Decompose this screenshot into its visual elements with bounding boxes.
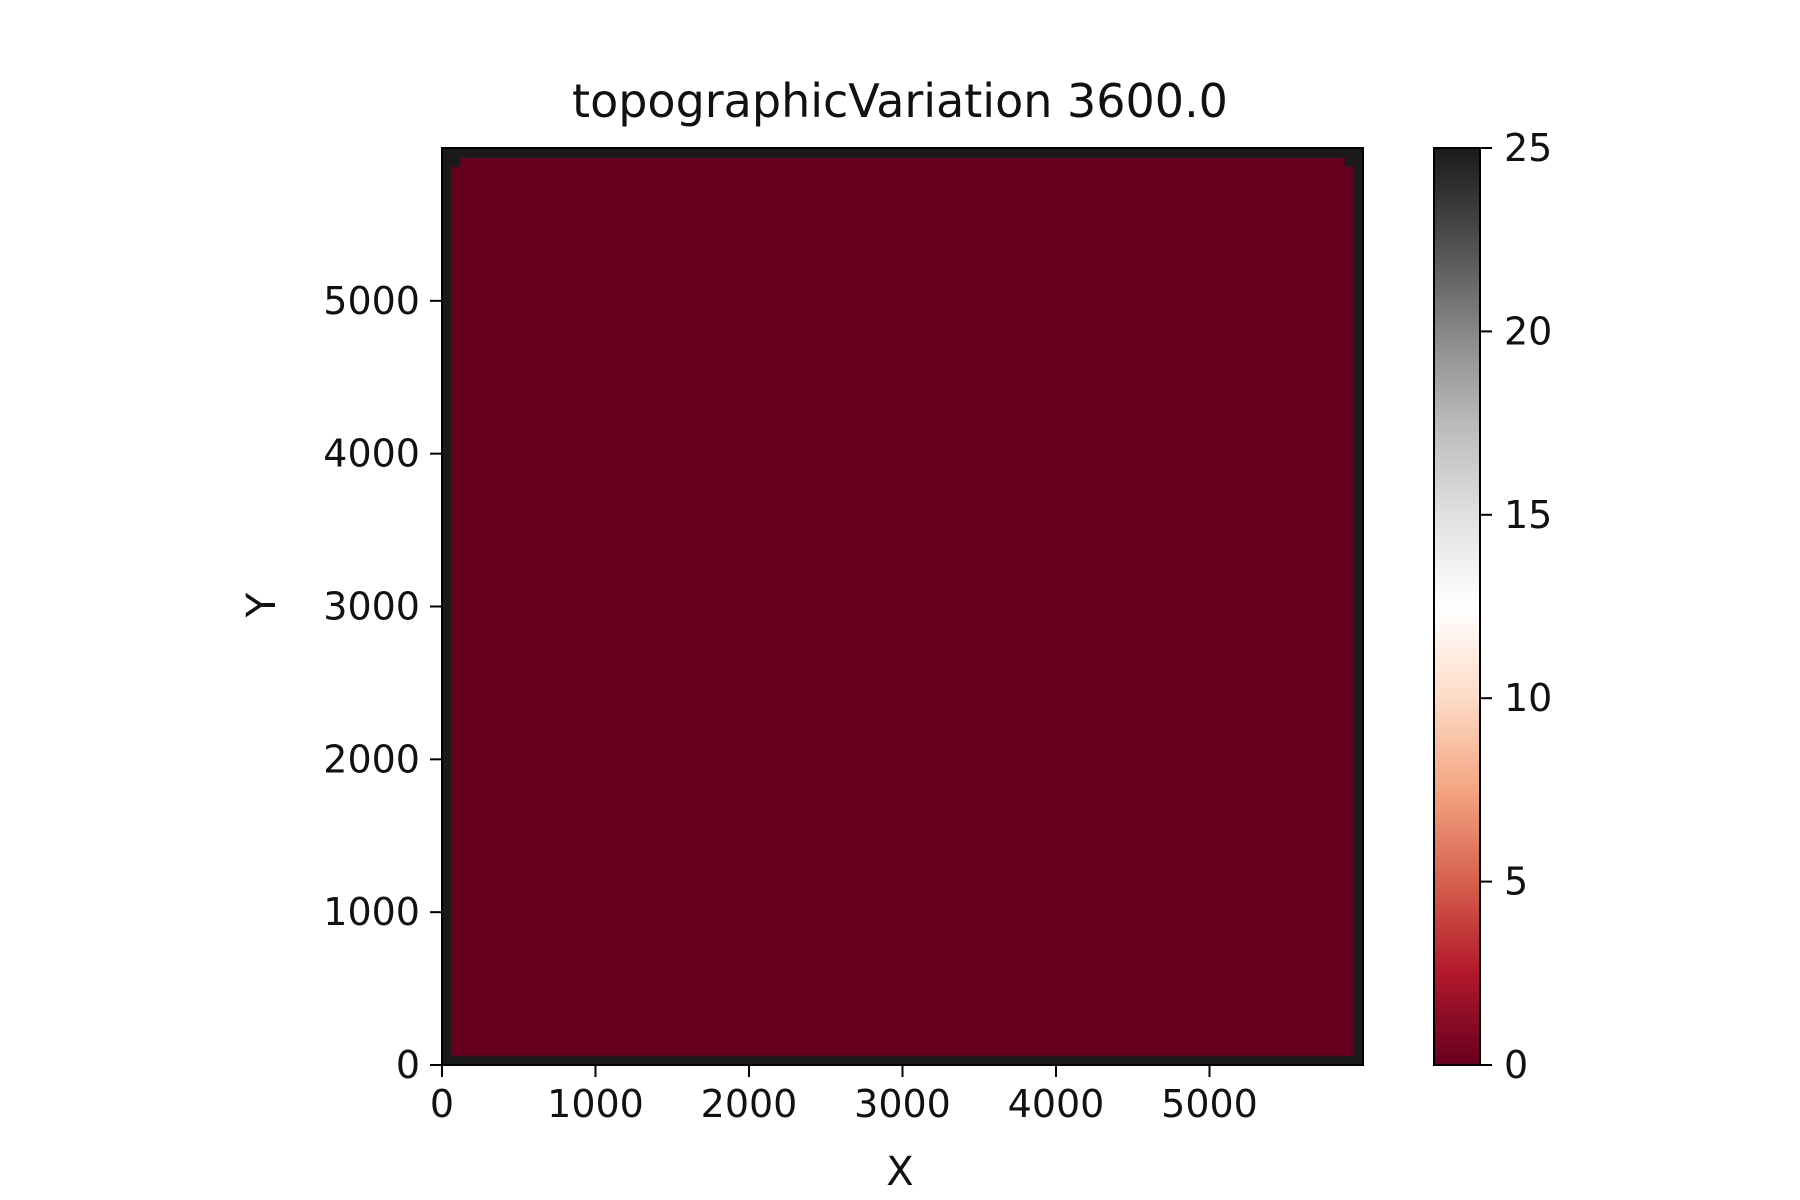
x-tick-label: 2000 (701, 1082, 798, 1126)
x-tick-label: 1000 (547, 1082, 644, 1126)
x-tick-label: 5000 (1161, 1082, 1258, 1126)
y-tick-label: 2000 (323, 737, 420, 781)
heatmap-edge-cells (442, 148, 1363, 1065)
heatmap-edge-left (442, 148, 452, 1065)
y-axis: 0 1000 2000 3000 4000 5000 (323, 279, 442, 1087)
heatmap-edge-bottom (442, 1055, 1363, 1065)
y-tick-label: 1000 (323, 890, 420, 934)
x-tick-label: 4000 (1008, 1082, 1105, 1126)
x-axis-label: X (886, 1149, 913, 1195)
colorbar: 0 5 10 15 20 25 (1433, 126, 1552, 1087)
x-tick-label: 3000 (854, 1082, 951, 1126)
colorbar-tick-label: 20 (1504, 309, 1552, 353)
heatmap-edge-corner-tr (1344, 148, 1363, 167)
colorbar-tick-label: 15 (1504, 493, 1552, 537)
x-axis: 0 1000 2000 3000 4000 5000 (430, 1065, 1258, 1126)
plot-area (441, 147, 1364, 1066)
colorbar-tick-label: 0 (1504, 1043, 1528, 1087)
y-tick-label: 5000 (323, 279, 420, 323)
y-tick-label: 4000 (323, 432, 420, 476)
heatmap-field (442, 148, 1363, 1065)
colorbar-gradient (1433, 147, 1481, 1066)
heatmap-edge-right (1353, 148, 1363, 1065)
colorbar-tick-label: 10 (1504, 676, 1552, 720)
y-tick-label: 3000 (323, 585, 420, 629)
heatmap-edge-top (442, 148, 1363, 158)
heatmap-edge-corner-tl (442, 148, 461, 167)
y-axis-label: Y (239, 592, 285, 618)
x-tick-label: 0 (430, 1082, 454, 1126)
chart-title: topographicVariation 3600.0 (572, 74, 1228, 128)
colorbar-tick-label: 5 (1504, 860, 1528, 904)
colorbar-ticks: 0 5 10 15 20 25 (1480, 126, 1552, 1087)
y-tick-label: 0 (396, 1043, 420, 1087)
colorbar-tick-label: 25 (1504, 126, 1552, 170)
